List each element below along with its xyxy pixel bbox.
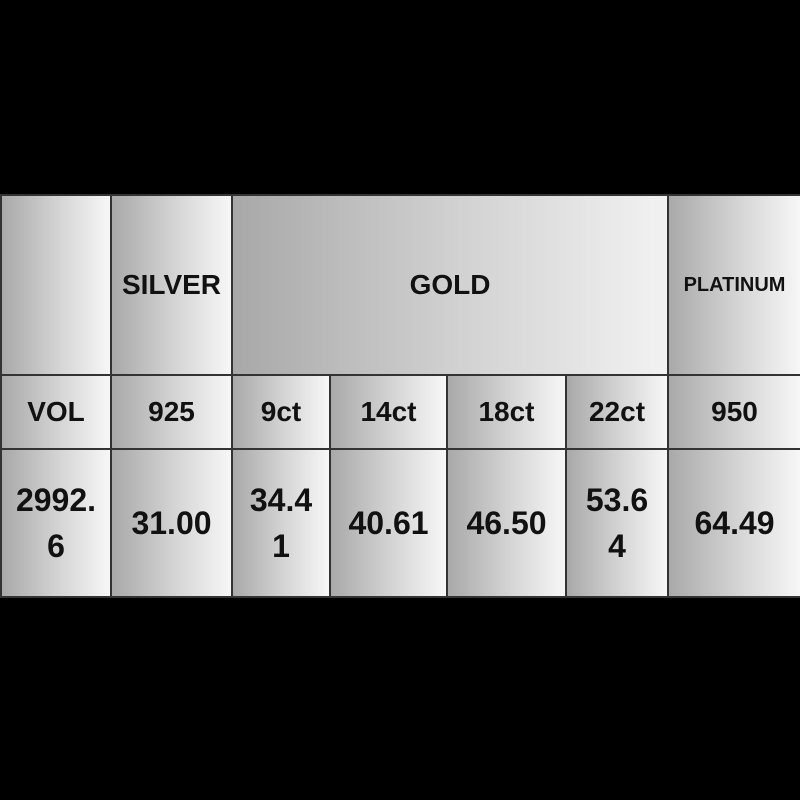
value-cell: 40.61 [329, 448, 448, 598]
value-text: 40.61 [348, 505, 429, 541]
value-text: 46.50 [466, 505, 547, 541]
purity-cell: 925 [110, 374, 233, 450]
purity-cell: 9ct [231, 374, 331, 450]
gold-header: GOLD [230, 194, 670, 376]
value-text: 64.49 [694, 505, 775, 541]
value-cell: 2992.6 [0, 448, 112, 598]
purity-cell: 950 [667, 374, 800, 450]
value-row: 2992.6 31.00 34.41 40.61 46.50 53.64 64.… [0, 448, 800, 598]
blank-header-cell [0, 194, 112, 376]
silver-header: SILVER [110, 194, 233, 376]
value-text: 2992.6 [15, 482, 97, 564]
value-cell: 64.49 [667, 448, 800, 598]
platinum-header: PLATINUM [667, 194, 800, 376]
metal-price-table: SILVER GOLD PLATINUM VOL 925 9ct 14ct 18… [0, 194, 800, 598]
value-cell: 31.00 [110, 448, 233, 598]
value-cell: 53.64 [564, 448, 670, 598]
value-text: 34.41 [249, 482, 313, 564]
purity-cell: VOL [0, 374, 112, 450]
purity-cell: 22ct [564, 374, 670, 450]
purity-cell: 18ct [446, 374, 567, 450]
purity-cell: 14ct [329, 374, 448, 450]
value-text: 53.64 [585, 482, 649, 564]
metal-header-row: SILVER GOLD PLATINUM [0, 194, 800, 376]
purity-row: VOL 925 9ct 14ct 18ct 22ct 950 [0, 374, 800, 450]
value-text: 31.00 [131, 505, 212, 541]
value-cell: 34.41 [231, 448, 331, 598]
value-cell: 46.50 [446, 448, 567, 598]
